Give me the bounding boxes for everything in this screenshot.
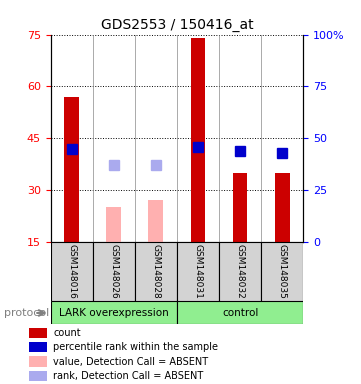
Text: value, Detection Call = ABSENT: value, Detection Call = ABSENT [53,356,208,367]
Text: count: count [53,328,81,338]
Text: GSM148031: GSM148031 [193,244,203,299]
Text: GSM148032: GSM148032 [236,244,244,299]
Bar [51,242,93,301]
Bar [219,242,261,301]
Bar [191,38,205,242]
Bar [233,173,247,242]
Text: percentile rank within the sample: percentile rank within the sample [53,342,218,352]
Text: control: control [222,308,258,318]
Text: protocol: protocol [4,308,49,318]
Bar [64,97,79,242]
Bar [148,200,163,242]
Bar [135,242,177,301]
Bar [29,328,47,338]
Bar [29,356,47,367]
Text: GSM148028: GSM148028 [151,244,160,299]
Text: GSM148016: GSM148016 [67,244,76,299]
Bar [177,242,219,301]
Bar [261,242,303,301]
Bar [93,242,135,301]
Bar [29,371,47,381]
Bar [106,207,121,242]
Bar [29,342,47,353]
Bar [177,301,303,324]
Title: GDS2553 / 150416_at: GDS2553 / 150416_at [101,18,253,32]
Bar [51,301,177,324]
Text: LARK overexpression: LARK overexpression [59,308,169,318]
Text: GSM148035: GSM148035 [278,244,287,299]
Text: rank, Detection Call = ABSENT: rank, Detection Call = ABSENT [53,371,204,381]
Text: GSM148026: GSM148026 [109,244,118,299]
Bar [275,173,290,242]
